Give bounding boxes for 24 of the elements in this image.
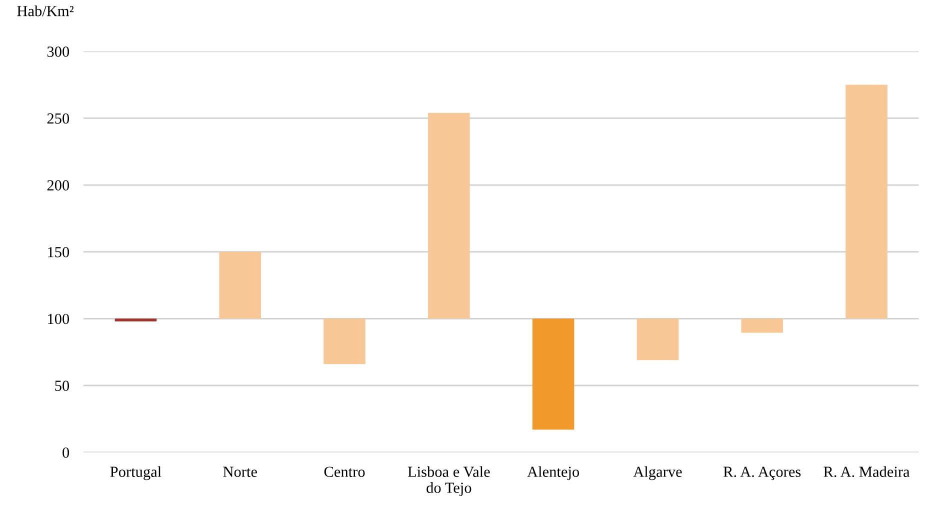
bar bbox=[324, 318, 366, 364]
y-tick-label: 0 bbox=[62, 447, 70, 458]
x-tick-label: R. A. Açores bbox=[724, 466, 801, 480]
x-tick-label: Lisboa e Vale do Tejo bbox=[408, 466, 490, 496]
x-tick-label: Centro bbox=[324, 466, 365, 477]
y-axis-title: Hab/Km² bbox=[17, 5, 74, 16]
bar bbox=[428, 112, 470, 319]
bar bbox=[114, 318, 157, 322]
y-tick-label: 300 bbox=[47, 46, 70, 57]
x-tick-label: Portugal bbox=[110, 466, 162, 480]
x-tick-label: Alentejo bbox=[527, 466, 580, 480]
x-tick-label: Norte bbox=[223, 466, 257, 477]
y-tick-label: 250 bbox=[47, 113, 70, 124]
x-tick-label: Algarve bbox=[633, 466, 682, 480]
x-tick-label: R. A. Madeira bbox=[824, 466, 910, 478]
y-tick-label: 150 bbox=[48, 247, 70, 258]
y-tick-label: 50 bbox=[55, 380, 70, 391]
y-tick-label: 100 bbox=[48, 314, 70, 324]
bar bbox=[532, 318, 574, 430]
y-tick-label: 200 bbox=[47, 180, 70, 190]
bar bbox=[636, 318, 679, 360]
bar bbox=[219, 252, 261, 319]
bar bbox=[741, 318, 783, 333]
bar bbox=[846, 84, 888, 319]
